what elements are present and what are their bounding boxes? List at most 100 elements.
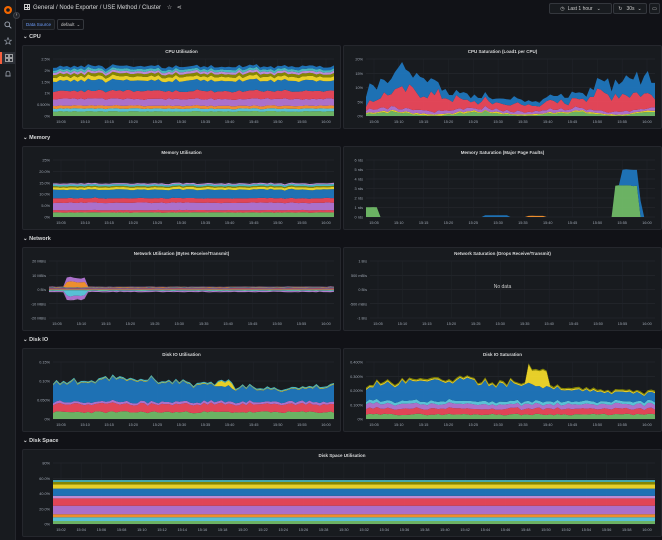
x-tick-label: 15:52 (561, 528, 571, 532)
x-tick-label: 15:45 (568, 423, 578, 427)
x-tick-label: 15:25 (153, 423, 163, 427)
panel-disk-io-saturation[interactable]: 0.400% 0.300% 0.200% 0.100% 0% 15:05 15:10 15:1… (343, 348, 662, 432)
series-area (366, 377, 655, 404)
x-tick-label: 15:55 (617, 221, 627, 225)
y-tick-label: -1 B/s (357, 317, 367, 321)
series-area (53, 64, 334, 72)
x-tick-label: 15:50 (593, 322, 603, 326)
series-area (53, 89, 334, 100)
row-disk-space[interactable]: ⌄ Disk Space (23, 438, 59, 444)
x-tick-label: 15:30 (175, 322, 185, 326)
x-tick-label: 15:18 (218, 528, 228, 532)
x-tick-label: 15:25 (469, 423, 479, 427)
panel-title: Disk Space Utilisation (318, 453, 366, 458)
row-cpu[interactable]: ⌄ CPU (23, 34, 41, 40)
x-tick-label: 15:10 (394, 120, 404, 124)
series-area (53, 186, 334, 191)
x-tick-label: 15:30 (177, 221, 187, 225)
chart-area: 1 B/s 500 mB/s 0 B/s -500 mB/s -1 B/s 15:05 15… (350, 260, 655, 326)
panel-memory-saturation[interactable]: 6 rds 5 rds 4 rds 3 rds 2 rds 1 rds 0 rds 15:05… (343, 146, 662, 230)
row-network[interactable]: ⌄ Network (23, 236, 51, 242)
series-area (49, 281, 334, 288)
panel-disk-io-utilisation[interactable]: 0.15% 0.10% 0.050% 0% 15:05 15:10 15:15 15:20 15… (22, 348, 341, 432)
series-area (366, 407, 655, 416)
y-tick-label: 20.0% (39, 507, 50, 511)
panel-cpu-saturation[interactable]: 20% 15% 10% 5% 0% 15:05 15:10 15:15 15:20 15:25 15… (343, 45, 662, 129)
side-menu (0, 0, 16, 540)
y-tick-label: 2.5% (41, 58, 50, 62)
series-area (49, 288, 334, 290)
x-tick-label: 15:50 (272, 322, 282, 326)
panel-network-saturation[interactable]: 1 B/s 500 mB/s 0 B/s -500 mB/s -1 B/s 15:05 15… (343, 247, 662, 331)
y-tick-label: 0.200% (350, 389, 364, 393)
row-memory[interactable]: ⌄ Memory (23, 135, 51, 141)
x-tick-label: 15:55 (297, 221, 307, 225)
y-tick-label: 0.15% (39, 361, 50, 365)
y-tick-label: 0% (45, 216, 51, 220)
panel-disk-space-utilisation[interactable]: 80% 60.0% 40.0% 20.0% 0% 15:02 15:04 15:06 15:08… (22, 449, 662, 537)
x-tick-label: 15:30 (493, 221, 503, 225)
x-tick-label: 15:12 (157, 528, 167, 532)
x-tick-label: 15:35 (201, 120, 211, 124)
series-area (53, 78, 334, 93)
x-tick-label: 15:46 (501, 528, 511, 532)
x-tick-label: 15:48 (521, 528, 531, 532)
tv-mode-button[interactable]: ▭ (649, 3, 660, 14)
breadcrumb-text[interactable]: General / Node Exporter / USE Method / C… (33, 5, 162, 11)
x-tick-label: 15:42 (460, 528, 470, 532)
chart-area: 20 MB/s 10 MB/s 0 B/s -10 MB/s -20 MB/s 15:05… (31, 260, 334, 326)
chevron-down-icon: ⌄ (76, 21, 81, 27)
x-tick-label: 16:00 (642, 528, 652, 532)
series-area (49, 290, 334, 297)
y-tick-label: 0 rds (355, 216, 364, 220)
refresh-picker[interactable]: ↻ 30s ⌄ (613, 3, 647, 14)
time-range-picker[interactable]: ◷ Last 1 hour ⌄ (549, 3, 612, 14)
variables-row: Data Source default ⌄ (22, 19, 85, 30)
series-area (53, 484, 655, 489)
dashboards-icon[interactable] (0, 52, 15, 64)
alerting-bell-icon[interactable] (3, 69, 13, 79)
x-tick-label: 15:30 (177, 423, 187, 427)
row-disk-io[interactable]: ⌄ Disk IO (23, 337, 49, 343)
series-area (53, 197, 334, 204)
x-tick-label: 15:10 (80, 423, 90, 427)
y-tick-label: 20 MB/s (32, 260, 46, 264)
chart-area: 6 rds 5 rds 4 rds 3 rds 2 rds 1 rds 0 rds 15:05… (355, 159, 655, 225)
series-area (53, 481, 655, 485)
favorite-star-icon[interactable]: ☆ (166, 5, 173, 11)
refresh-icon: ↻ (618, 5, 623, 12)
y-tick-label: 10 MB/s (32, 274, 46, 278)
x-tick-label: 15:35 (518, 423, 528, 427)
share-icon[interactable]: ⋖ (176, 5, 182, 11)
chevron-down-icon: ⌄ (596, 5, 601, 12)
y-tick-label: 60.0% (39, 477, 50, 481)
panel-memory-utilisation[interactable]: 25% 20.0% 15.0% 10.0% 5.0% 0% 15:05 15:10 15:15 1… (22, 146, 341, 230)
x-tick-label: 15:15 (104, 120, 114, 124)
x-tick-label: 15:15 (104, 221, 114, 225)
datasource-select[interactable]: default ⌄ (57, 19, 85, 30)
y-tick-label: 80% (42, 462, 50, 466)
x-tick-label: 15:06 (97, 528, 107, 532)
series-area (53, 498, 655, 506)
x-tick-label: 15:40 (543, 221, 553, 225)
search-icon[interactable] (3, 20, 13, 30)
series-area (366, 62, 655, 107)
x-tick-label: 15:25 (150, 322, 160, 326)
x-tick-label: 15:34 (380, 528, 390, 532)
series-area (53, 66, 334, 74)
menu-toggle-chevron-icon[interactable]: › (13, 12, 20, 19)
x-tick-label: 15:40 (223, 322, 233, 326)
y-tick-label: 0.10% (39, 380, 50, 384)
x-tick-label: 15:45 (249, 221, 259, 225)
panel-network-utilisation[interactable]: 20 MB/s 10 MB/s 0 B/s -10 MB/s -20 MB/s 15:05… (22, 247, 341, 331)
chevron-down-icon: ⌄ (637, 5, 642, 12)
star-icon[interactable] (3, 36, 13, 46)
y-tick-label: 0% (358, 115, 364, 119)
panel-title: Memory Saturation (Major Page Faults) (460, 150, 545, 155)
panel-cpu-utilisation[interactable]: 2.5% 2% 1.5% 1% 0.500% 0% 15:05 15:10 15:15 15:20… (22, 45, 341, 129)
x-tick-label: 16:00 (321, 221, 331, 225)
series-area (366, 402, 655, 411)
y-tick-label: 0 B/s (358, 288, 367, 292)
y-tick-label: -10 MB/s (31, 302, 46, 306)
grafana-logo[interactable] (3, 5, 13, 15)
